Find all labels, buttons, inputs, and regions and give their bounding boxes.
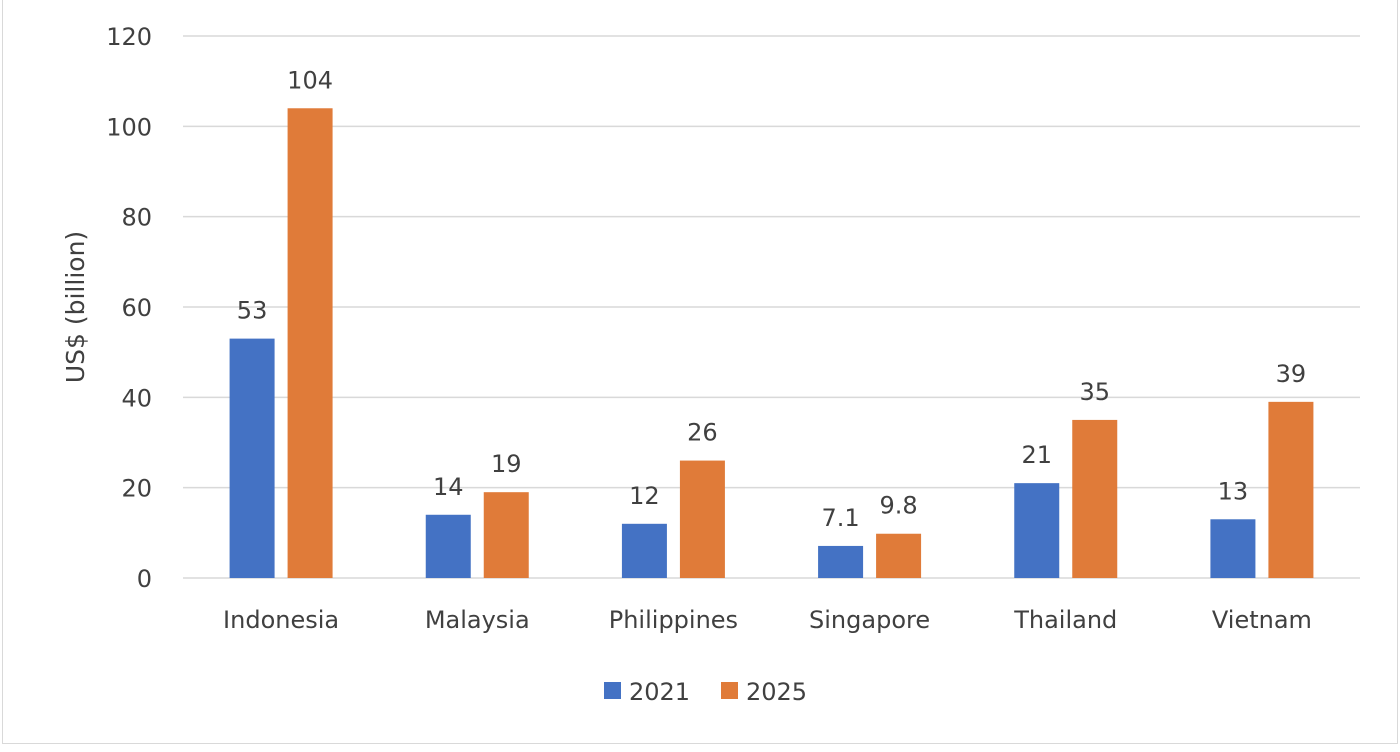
- data-label: 26: [687, 419, 718, 447]
- legend-label-2021: 2021: [629, 678, 690, 706]
- x-tick-label: Philippines: [609, 606, 738, 634]
- bar-2021-singapore: [818, 545, 864, 578]
- bar-2021-malaysia: [425, 514, 471, 578]
- y-axis-ticks: 0 20 40 60 80 100 120: [106, 23, 152, 593]
- bar-2021-indonesia: [229, 338, 275, 578]
- data-label: 14: [433, 473, 464, 501]
- x-tick-label: Indonesia: [223, 606, 339, 634]
- data-label: 13: [1218, 477, 1249, 505]
- y-tick-label: 40: [121, 384, 152, 412]
- bars: 53 104 14 19 12 26 7.1 9.8 21 35 13 39: [229, 66, 1314, 579]
- bar-2025-vietnam: [1268, 401, 1314, 578]
- y-tick-label: 80: [121, 204, 152, 232]
- data-label: 35: [1079, 378, 1110, 406]
- bar-2021-thailand: [1014, 483, 1060, 578]
- data-label: 7.1: [821, 504, 859, 532]
- y-tick-label: 0: [137, 565, 152, 593]
- x-tick-label: Vietnam: [1212, 606, 1312, 634]
- data-label: 104: [287, 66, 333, 94]
- data-label: 39: [1276, 360, 1307, 388]
- bar-2021-philippines: [621, 523, 667, 578]
- x-axis-ticks: Indonesia Malaysia Philippines Singapore Tha…: [223, 606, 1312, 634]
- bar-2025-philippines: [679, 460, 725, 578]
- x-tick-label: Malaysia: [425, 606, 530, 634]
- legend-swatch-2025: [721, 682, 738, 699]
- data-label: 19: [491, 450, 522, 478]
- bar-2025-thailand: [1072, 419, 1118, 578]
- bar-2025-malaysia: [483, 492, 529, 578]
- y-axis-label: US$ (billion): [61, 231, 90, 383]
- bar-2021-vietnam: [1210, 519, 1256, 578]
- legend: 2021 2025: [604, 678, 807, 706]
- y-tick-label: 100: [106, 113, 152, 141]
- data-label: 53: [237, 297, 268, 325]
- y-tick-label: 120: [106, 23, 152, 51]
- legend-label-2025: 2025: [746, 678, 807, 706]
- data-label: 9.8: [879, 492, 917, 520]
- bar-2025-singapore: [876, 533, 922, 578]
- data-label: 21: [1021, 441, 1052, 469]
- legend-swatch-2021: [604, 682, 621, 699]
- y-tick-label: 60: [121, 294, 152, 322]
- x-tick-label: Thailand: [1013, 606, 1117, 634]
- data-label: 12: [629, 482, 660, 510]
- bar-2025-indonesia: [287, 108, 333, 579]
- gridlines: [183, 35, 1360, 579]
- y-tick-label: 20: [121, 475, 152, 503]
- x-tick-label: Singapore: [809, 606, 930, 634]
